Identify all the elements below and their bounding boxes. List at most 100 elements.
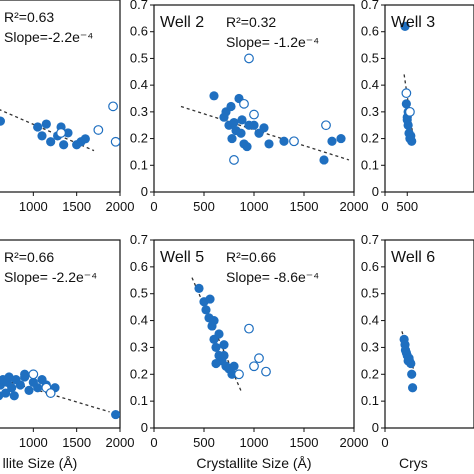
data-point-open	[229, 155, 239, 165]
data-point-open	[108, 101, 118, 112]
data-point-filled	[407, 383, 418, 393]
data-point-filled	[33, 122, 43, 132]
panel-title: Well 3	[391, 14, 435, 31]
plot-frame	[0, 239, 121, 429]
data-point-filled	[211, 342, 221, 353]
data-point-filled	[7, 383, 17, 393]
data-point-filled	[227, 133, 237, 144]
data-point-open	[244, 53, 254, 64]
data-point-filled	[4, 372, 14, 382]
y-tick-label: 0.7	[361, 232, 379, 247]
x-tick-label: 0	[381, 435, 388, 450]
y-tick-label: 0.4	[130, 77, 148, 92]
x-tick-label: 500	[193, 199, 215, 214]
data-point-filled	[229, 361, 239, 371]
data-point-filled	[80, 134, 90, 144]
chart-panel-2: 0 500 1000 1500 2000 0 0.1 0.2 0.3 0.4 0.5 0.6 0.7 We…	[130, 0, 369, 214]
data-point-open	[261, 366, 271, 377]
y-tick-label: 0.3	[361, 339, 379, 354]
y-tick-label: 0.3	[130, 104, 148, 119]
data-point-filled	[242, 141, 252, 152]
chart-panel-4: 1000 1500 2000 R²=0.66 Slope= -2.2e⁻⁴ llite S…	[0, 239, 134, 471]
data-point-filled	[327, 136, 337, 146]
r-squared-label: R²=0.32	[226, 14, 276, 30]
chart-panel-5: 0 500 1000 1500 2000 0 0.1 0.2 0.3 0.4 0.5 0.6 0.7 We…	[130, 232, 369, 471]
data-point-open	[289, 136, 299, 147]
slope-label: Slope= -8.6e⁻⁴	[226, 269, 319, 285]
data-point-open	[244, 323, 254, 334]
x-tick-label: 2000	[340, 435, 369, 450]
x-tick-label: 500	[396, 199, 418, 214]
plot-area	[400, 21, 417, 146]
slope-label: Slope= -2.2e⁻⁴	[4, 269, 97, 285]
data-point-filled	[407, 136, 417, 146]
x-axis-label: llite Size (Å)	[3, 455, 78, 471]
data-point-open	[45, 388, 56, 398]
data-point-filled	[279, 136, 289, 146]
x-tick-label: 500	[193, 435, 215, 450]
x-axis-label: Crys	[399, 455, 428, 471]
plot-frame	[384, 4, 474, 193]
y-tick-label: 0	[372, 184, 379, 199]
x-tick-label: 2000	[340, 199, 369, 214]
y-tick-label: 0.3	[361, 104, 379, 119]
data-point-filled	[33, 383, 43, 393]
chart-panel-1: 1000 1500 2000 R²=0.63 Slope=-2.2e⁻⁴	[0, 0, 134, 214]
r-squared-label: R²=0.63	[4, 9, 54, 25]
data-point-open	[254, 353, 264, 364]
plot-frame	[384, 239, 474, 429]
data-point-open	[93, 125, 104, 135]
data-point-open	[401, 88, 412, 99]
y-tick-label: 0.5	[130, 50, 148, 65]
y-tick-label: 0.6	[361, 24, 379, 39]
y-tick-label: 0.2	[361, 131, 379, 146]
x-tick-label: 1000	[240, 199, 269, 214]
y-tick-label: 0.1	[130, 157, 148, 172]
data-point-filled	[63, 128, 73, 138]
data-point-open	[56, 128, 66, 138]
data-point-filled	[41, 119, 51, 129]
data-point-filled	[259, 123, 269, 133]
y-tick-label: 0.7	[130, 232, 148, 247]
y-tick-label: 0.1	[130, 393, 148, 408]
data-point-filled	[219, 340, 229, 350]
data-point-filled	[336, 133, 346, 144]
slope-label: Slope=-2.2e⁻⁴	[4, 29, 93, 45]
data-point-filled	[319, 155, 329, 165]
x-tick-label: 1000	[19, 199, 48, 214]
data-point-filled	[194, 283, 204, 293]
y-tick-label: 0	[372, 420, 379, 435]
x-tick-label: 0	[381, 199, 388, 214]
y-tick-label: 0.1	[361, 393, 379, 408]
y-tick-label: 0.4	[361, 313, 379, 328]
y-tick-label: 0.3	[130, 339, 148, 354]
x-tick-label: 1000	[240, 435, 269, 450]
y-tick-label: 0.1	[361, 157, 379, 172]
data-point-open	[239, 98, 249, 109]
x-tick-label: 0	[150, 199, 157, 214]
panel-title: Well 2	[160, 14, 204, 31]
data-point-filled	[226, 101, 236, 112]
trend-line	[180, 105, 350, 161]
x-tick-label: 1000	[19, 435, 48, 450]
data-point-filled	[401, 99, 411, 109]
y-tick-label: 0.7	[361, 0, 379, 12]
panel-title: Well 6	[391, 249, 435, 266]
data-point-filled	[1, 388, 11, 398]
x-tick-label: 0	[150, 435, 157, 450]
data-point-filled	[209, 91, 219, 101]
chart-panel-3: 0 500 0 0.1 0.2 0.3 0.4 0.5 0.6 0.7 Well 3	[361, 0, 474, 214]
data-point-open	[249, 361, 259, 372]
data-point-open	[234, 369, 244, 380]
data-point-open	[28, 369, 39, 380]
y-tick-label: 0	[141, 420, 148, 435]
plot-frame	[0, 0, 121, 193]
x-tick-label: 1500	[290, 199, 319, 214]
data-point-filled	[0, 116, 5, 126]
data-point-filled	[402, 115, 412, 125]
data-point-open	[110, 136, 120, 147]
data-point-filled	[219, 350, 229, 361]
y-tick-label: 0.4	[130, 313, 148, 328]
data-point-open	[405, 106, 415, 117]
plot-area	[0, 101, 120, 152]
